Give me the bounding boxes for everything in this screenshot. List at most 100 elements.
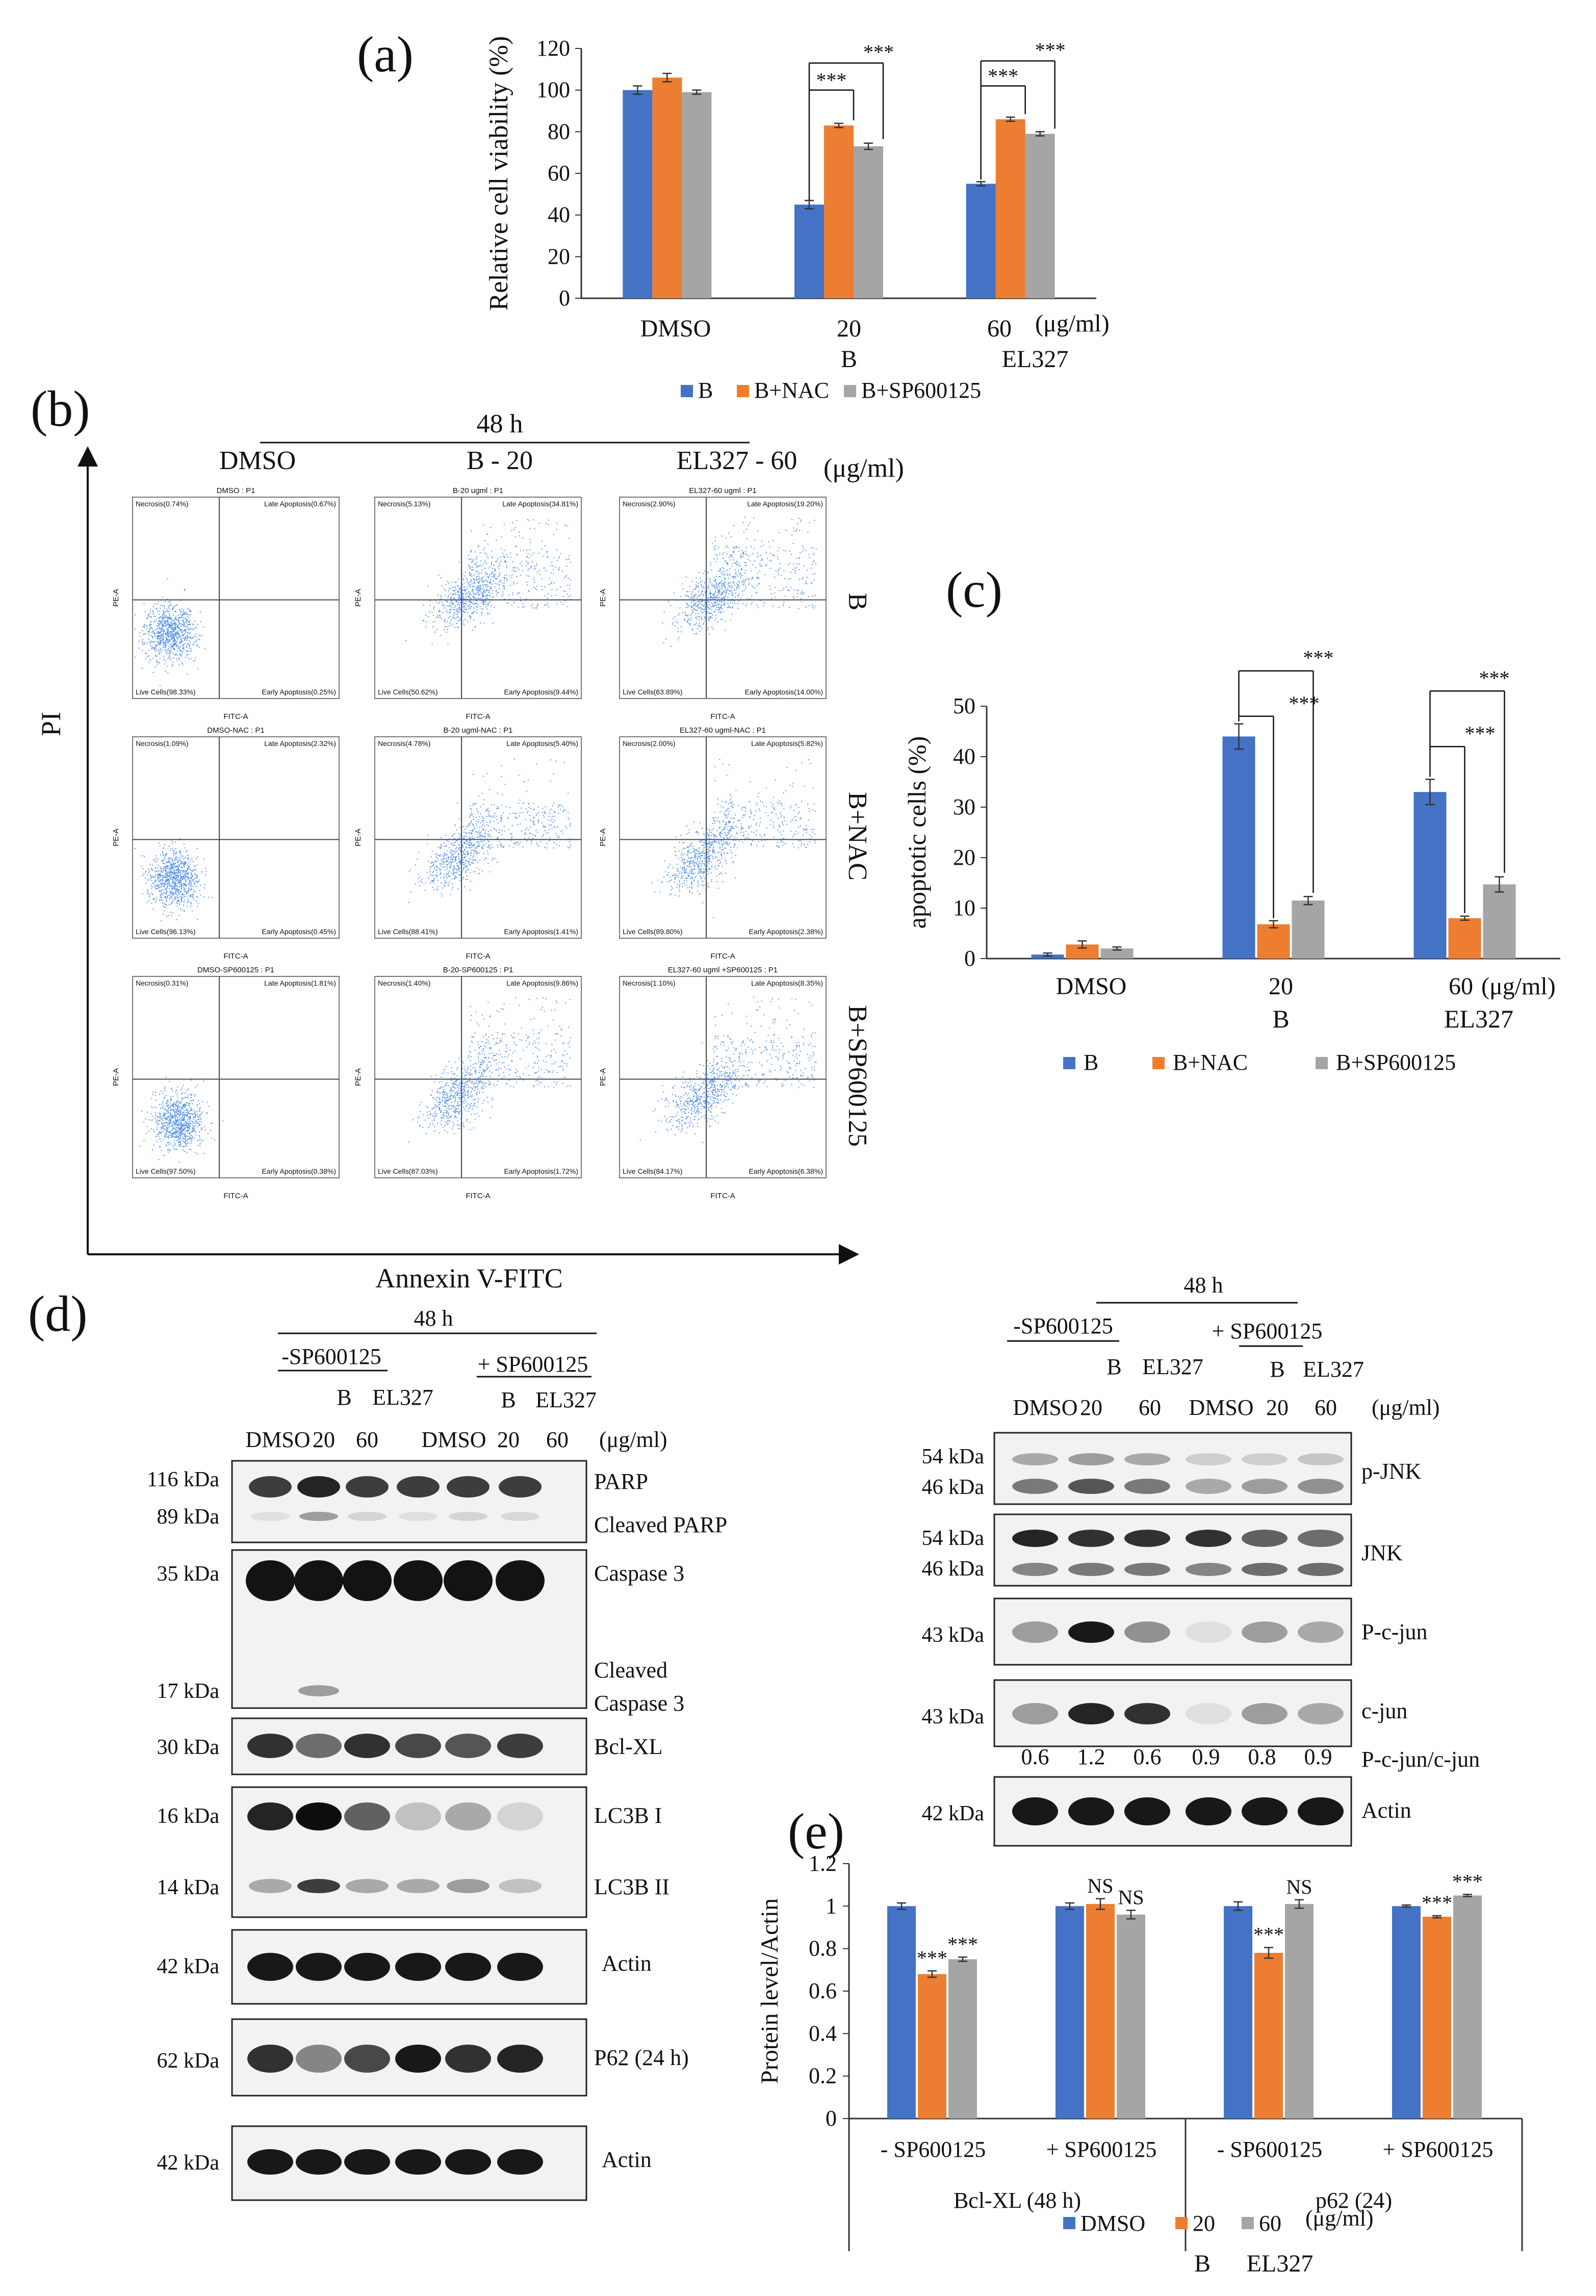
bar: [1292, 900, 1325, 959]
y-axis-title: Relative cell viability (%): [484, 36, 513, 311]
flow-quadrant-label: Late Apoptosis(2.32%): [264, 739, 336, 747]
flow-quadrant-label: Live Cells(63.89%): [623, 688, 683, 696]
blot-membrane: [231, 2125, 587, 2201]
flow-dots: [662, 517, 817, 647]
band-label: Actin: [1361, 1798, 1411, 1823]
blot-band: [497, 2045, 543, 2073]
band-label: P62 (24 h): [594, 2045, 689, 2070]
flow-plot-title: DMSO : P1: [217, 486, 255, 495]
chart-a: 0 20 40 60 80 100 120 Relative cell viability (…: [484, 36, 1096, 311]
blot-band: [1186, 1453, 1231, 1465]
kda-label: 43 kDa: [922, 1623, 985, 1647]
flow-cell-x-label: FITC-A: [466, 712, 490, 721]
kda-label: 35 kDa: [157, 1562, 220, 1586]
blot-band: [1298, 1563, 1344, 1576]
flow-column-label: B - 20: [467, 446, 533, 475]
flow-plot-frame: [374, 497, 582, 699]
flow-cell-y-label: PE-A: [599, 829, 607, 846]
legend-swatch: [844, 385, 856, 397]
sig-marker: ***: [1422, 1891, 1452, 1914]
x-category-label: DMSO: [1056, 973, 1127, 1000]
blot-lane-label: DMSO: [1189, 1395, 1253, 1420]
bar: [1423, 1917, 1451, 2119]
kda-label: 54 kDa: [922, 1445, 985, 1468]
blot-membrane: [993, 1679, 1352, 1747]
flow-quadrant-label: Early Apoptosis(2.38%): [749, 927, 823, 936]
band-label: P-c-jun: [1361, 1619, 1428, 1644]
blot-lane-label: 60: [356, 1427, 378, 1452]
blot-unit-label: (μg/ml): [599, 1427, 667, 1452]
blot-band: [1124, 1703, 1170, 1724]
blot-membrane-frame: [231, 1460, 587, 1543]
x-category-sublabel: EL327: [1444, 1004, 1513, 1033]
blot-band: [1012, 1453, 1058, 1465]
y-axis-title: Protein level/Actin: [756, 1898, 783, 2084]
kda-label: 116 kDa: [147, 1468, 219, 1491]
flow-quadrant-label: Late Apoptosis(34.81%): [502, 500, 578, 508]
kda-label: 42 kDa: [157, 2151, 220, 2175]
blot-membrane-frame: [231, 1786, 587, 1918]
flow-plot-title: B-20-SP600125 : P1: [443, 966, 513, 974]
blot-treatment-label: -SP600125: [281, 1344, 381, 1369]
flow-quadrant-label: Live Cells(84.17%): [623, 1167, 683, 1175]
bar: [1483, 884, 1516, 959]
x-category-label: 20: [837, 315, 861, 342]
band-label: Actin: [602, 1951, 652, 1976]
x-category-label: 20: [1269, 973, 1293, 1000]
blot-membrane: [231, 2018, 587, 2097]
ratio-value: 0.6: [1021, 1744, 1049, 1769]
bar: [1117, 1915, 1145, 2119]
bar: [948, 1959, 977, 2119]
blot-treatment-label: + SP600125: [1212, 1319, 1323, 1344]
bar: [1285, 1904, 1314, 2119]
flow-cell-x-label: FITC-A: [710, 712, 735, 721]
legend-swatch: [1242, 2217, 1254, 2229]
bar: [682, 92, 712, 298]
legend-label: B: [1084, 1050, 1098, 1075]
blot-membrane: [993, 1597, 1352, 1666]
flow-unit-label: (μg/ml): [823, 454, 904, 483]
bar: [918, 1974, 946, 2119]
y-tick-label: 30: [953, 794, 975, 819]
x-unit-label: (μg/ml): [1035, 310, 1110, 337]
blot-band: [397, 1476, 440, 1498]
blot-band: [445, 1734, 491, 1758]
blot-band: [395, 2149, 441, 2175]
blot-treatment-label: + SP600125: [478, 1352, 588, 1377]
band-label: Bcl-XL: [594, 1734, 662, 1759]
flow-cell-x-label: FITC-A: [710, 1192, 735, 1200]
legend-label: 20: [1193, 2211, 1215, 2236]
sig-marker: NS: [1087, 1874, 1113, 1897]
flow-quadrant-label: Live Cells(87.03%): [378, 1167, 438, 1175]
blot-membrane: [231, 1786, 587, 1918]
blot-band: [344, 1802, 390, 1830]
blot-sublabel: B: [337, 1385, 351, 1410]
legend-label: B+SP600125: [861, 378, 981, 403]
kda-label: 54 kDa: [922, 1527, 985, 1550]
flow-plot-title: EL327-60 ugml : P1: [689, 486, 757, 495]
flow-cell-x-label: FITC-A: [466, 1192, 490, 1200]
blot-band: [247, 1953, 293, 1981]
bar: [1222, 736, 1255, 959]
flow-quadrant-label: Live Cells(98.33%): [136, 688, 196, 696]
blot-band: [1298, 1621, 1344, 1643]
blot-band: [447, 1476, 490, 1498]
flow-quadrant-label: Early Apoptosis(6.38%): [749, 1167, 823, 1175]
blot-band: [445, 1802, 491, 1830]
flow-plot-frame: [132, 497, 340, 699]
flow-quadrant-label: Late Apoptosis(5.40%): [506, 739, 578, 747]
flow-plot-frame: [132, 736, 340, 939]
bar: [794, 204, 824, 298]
legend-label: B+SP600125: [1336, 1050, 1456, 1075]
ratio-value: 1.2: [1077, 1744, 1105, 1769]
flow-dots: [651, 759, 816, 918]
flow-dots: [135, 578, 205, 686]
legend-sublabel: EL327: [1247, 2250, 1314, 2277]
legend-label: 60: [1259, 2211, 1281, 2236]
blot-band: [1124, 1479, 1170, 1494]
flow-quadrant-label: Necrosis(0.31%): [136, 979, 188, 987]
flow-quadrant-label: Necrosis(4.78%): [378, 739, 430, 747]
x-category-label: - SP600125: [1217, 2137, 1323, 2162]
blot-band: [1186, 1530, 1231, 1547]
blot-lane-label: 60: [1315, 1395, 1337, 1420]
